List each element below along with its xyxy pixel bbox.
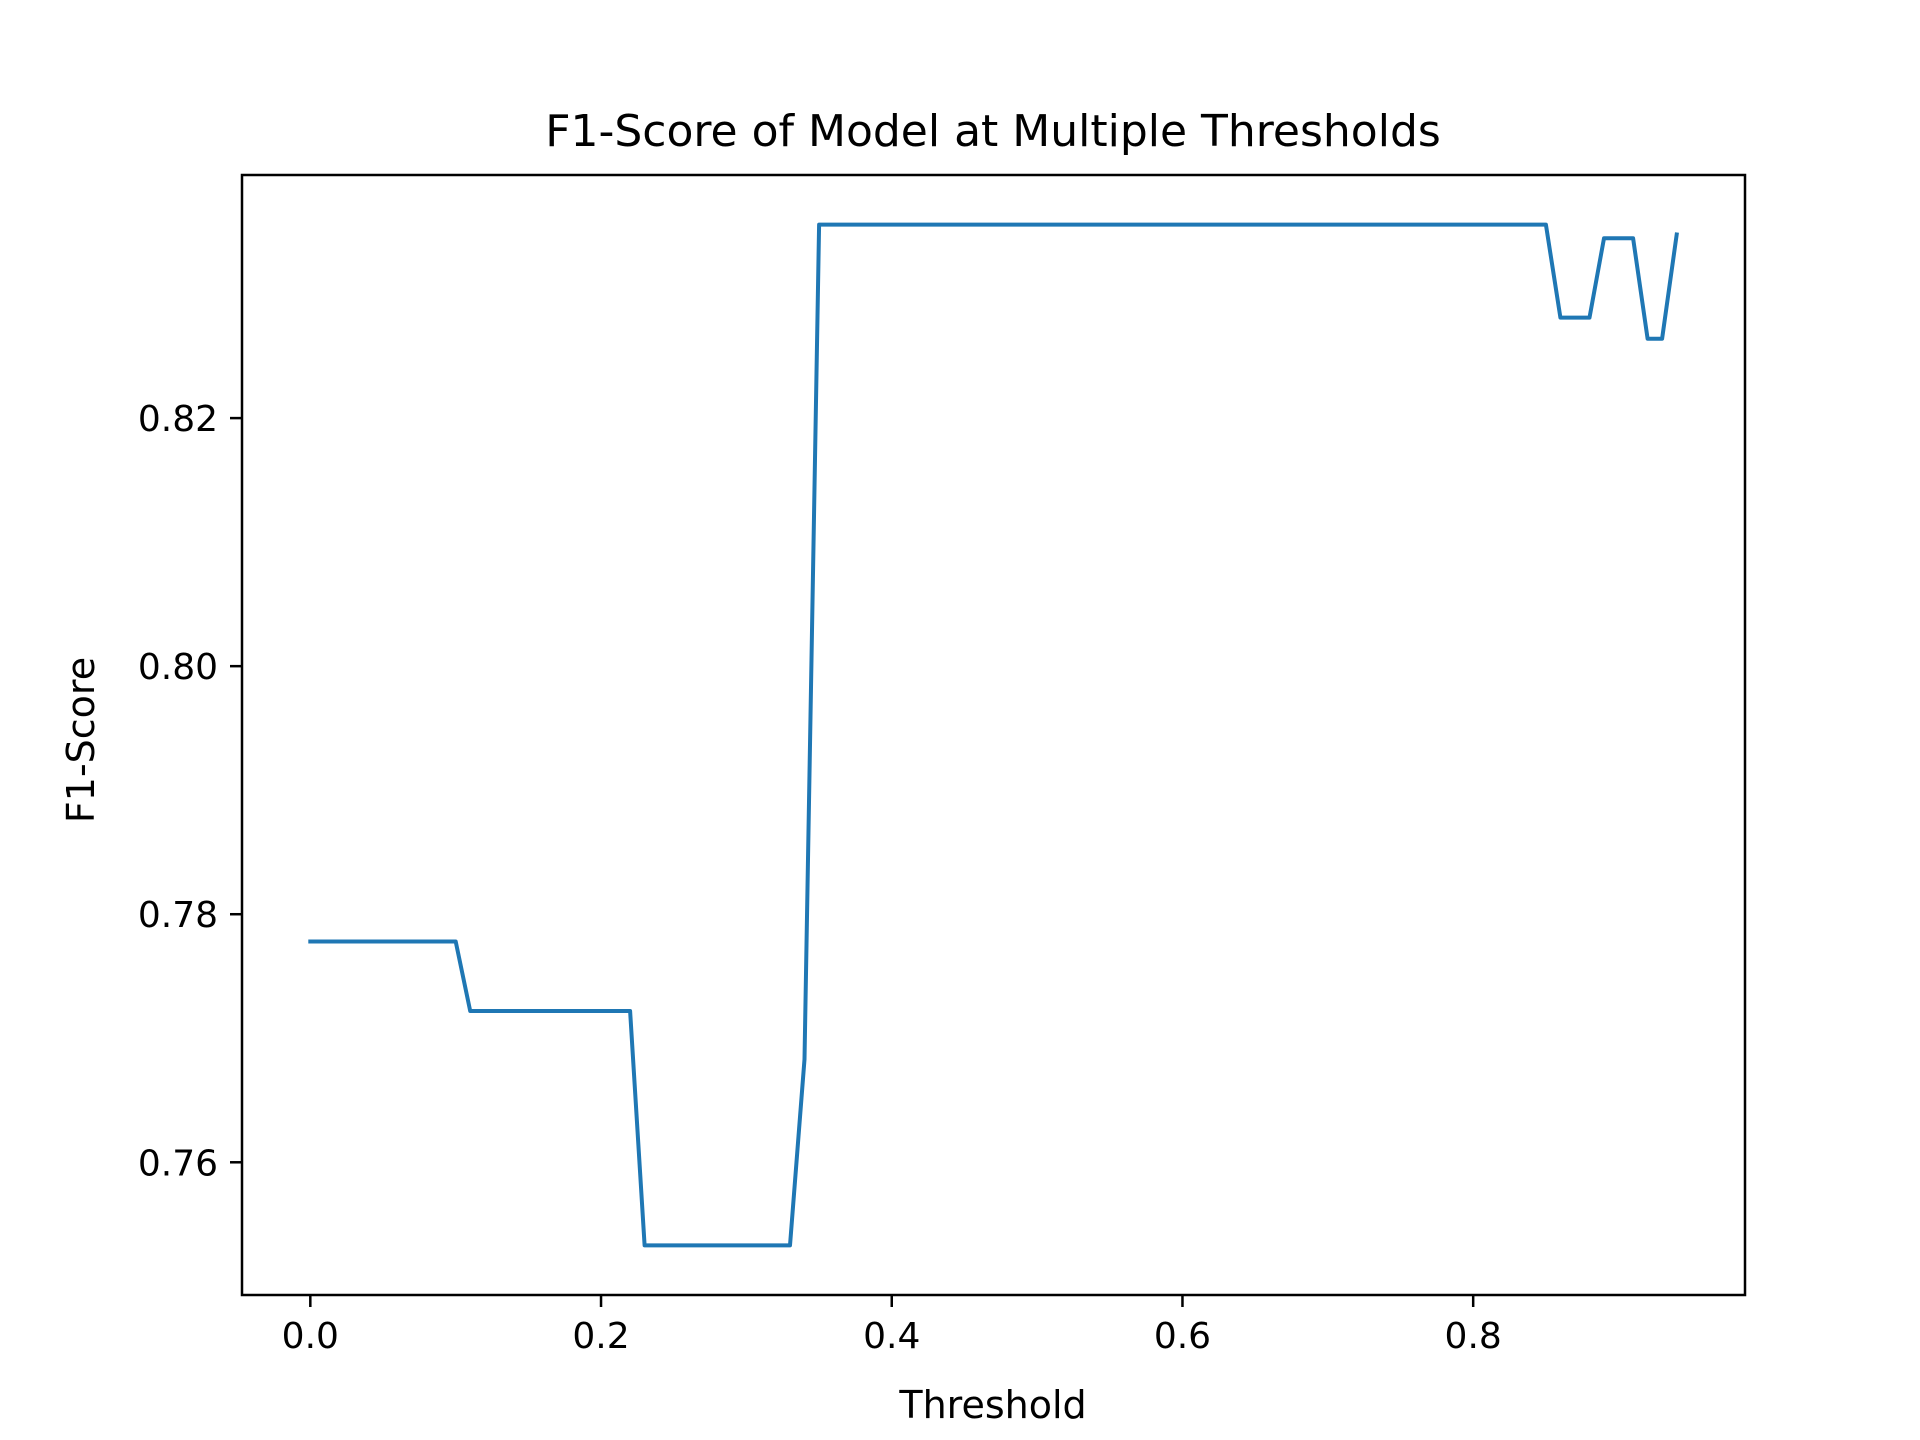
x-tick-label: 0.6: [1154, 1316, 1211, 1357]
x-tick-label: 0.4: [863, 1316, 920, 1357]
y-tick-label: 0.80: [138, 647, 218, 688]
x-tick-label: 0.0: [282, 1316, 339, 1357]
plot-area: 0.0 0.2 0.4 0.6 0.8 0.76 0.78 0.80 0.82: [138, 173, 1747, 1357]
x-axis-label: Threshold: [898, 1383, 1086, 1427]
y-tick-label: 0.78: [138, 895, 218, 936]
chart-title: F1-Score of Model at Multiple Thresholds: [545, 106, 1441, 157]
x-tick-label: 0.2: [572, 1316, 629, 1357]
series-line-0: [308, 222, 1679, 1248]
plot-frame: [240, 173, 1747, 1297]
y-axis-label: F1-Score: [59, 657, 103, 823]
x-tick-label: 0.8: [1445, 1316, 1502, 1357]
y-tick-label: 0.82: [138, 399, 218, 440]
y-tick-label: 0.76: [138, 1143, 218, 1184]
